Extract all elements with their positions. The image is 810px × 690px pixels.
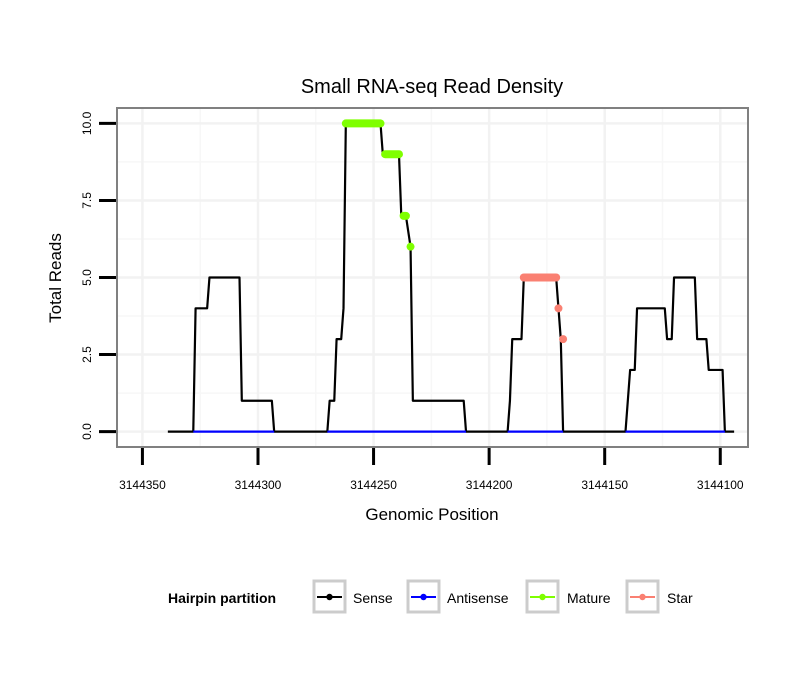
- y-axis: 0.0 2.5 5.0 7.5 10.0: [80, 111, 116, 440]
- legend-item-star: Star: [625, 579, 693, 614]
- x-tick-label: 3144200: [466, 478, 513, 492]
- x-tick-label: 3144350: [119, 478, 166, 492]
- mature-point: [406, 242, 415, 251]
- x-tick-label: 3144300: [235, 478, 282, 492]
- legend-key-point: [639, 593, 646, 601]
- y-tick-label: 2.5: [80, 346, 94, 363]
- legend-item-antisense: Antisense: [406, 579, 509, 614]
- star-point: [554, 304, 563, 313]
- y-axis-title: Total Reads: [46, 233, 65, 323]
- legend-label: Mature: [567, 590, 611, 606]
- y-tick-label: 7.5: [80, 192, 94, 209]
- legend-key-point: [539, 593, 546, 601]
- x-tick-label: 3144250: [350, 478, 397, 492]
- series-layer: [167, 119, 735, 433]
- x-axis: 3144350 3144300 3144250 3144200 3144150 31441…: [119, 448, 744, 492]
- chart-title: Small RNA-seq Read Density: [301, 76, 563, 98]
- legend: Hairpin partition Sense Antisense Mature St…: [168, 579, 693, 614]
- star-point: [559, 335, 568, 344]
- plot-panel: [116, 107, 749, 448]
- y-tick-label: 10.0: [80, 111, 94, 135]
- legend-key-point: [326, 593, 333, 601]
- y-tick-label: 5.0: [80, 269, 94, 286]
- y-tick-label: 0.0: [80, 423, 94, 440]
- legend-title: Hairpin partition: [168, 590, 276, 606]
- legend-key-point: [420, 593, 427, 601]
- panel-border: [116, 107, 749, 448]
- series-mature: [341, 119, 415, 251]
- x-axis-title: Genomic Position: [365, 505, 498, 524]
- legend-label: Sense: [353, 590, 393, 606]
- x-tick-label: 3144100: [697, 478, 744, 492]
- legend-label: Antisense: [447, 590, 509, 606]
- legend-item-sense: Sense: [312, 579, 393, 614]
- x-tick-label: 3144150: [581, 478, 628, 492]
- legend-item-mature: Mature: [525, 579, 611, 614]
- legend-label: Star: [667, 590, 693, 606]
- sense-line: [167, 122, 735, 433]
- series-star: [519, 273, 568, 344]
